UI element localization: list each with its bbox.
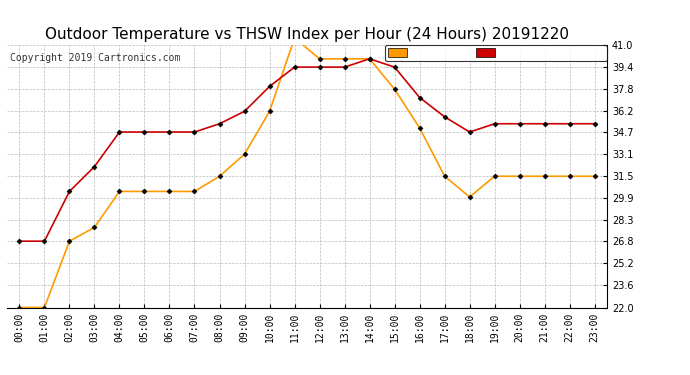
Legend: THSW  (°F), Temperature  (°F): THSW (°F), Temperature (°F) (385, 45, 607, 62)
Text: Copyright 2019 Cartronics.com: Copyright 2019 Cartronics.com (10, 53, 180, 63)
Title: Outdoor Temperature vs THSW Index per Hour (24 Hours) 20191220: Outdoor Temperature vs THSW Index per Ho… (45, 27, 569, 42)
